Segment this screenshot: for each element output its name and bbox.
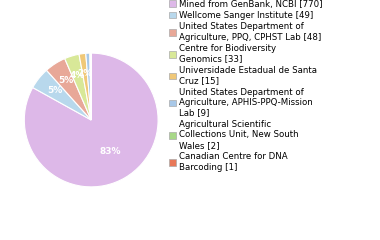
Wedge shape bbox=[65, 54, 91, 120]
Wedge shape bbox=[79, 53, 91, 120]
Text: 5%: 5% bbox=[47, 86, 62, 95]
Legend: Mined from GenBank, NCBI [770], Wellcome Sanger Institute [49], United States De: Mined from GenBank, NCBI [770], Wellcome… bbox=[169, 0, 323, 172]
Wedge shape bbox=[86, 53, 91, 120]
Text: 83%: 83% bbox=[99, 147, 120, 156]
Wedge shape bbox=[24, 53, 158, 187]
Text: 2%: 2% bbox=[78, 69, 93, 78]
Text: 4%: 4% bbox=[70, 71, 85, 80]
Wedge shape bbox=[33, 70, 91, 120]
Wedge shape bbox=[46, 59, 91, 120]
Text: 5%: 5% bbox=[59, 76, 74, 85]
Wedge shape bbox=[90, 53, 91, 120]
